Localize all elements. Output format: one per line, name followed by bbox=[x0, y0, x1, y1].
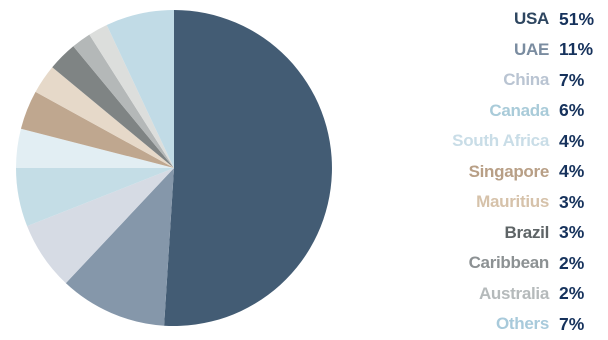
legend-label: USA bbox=[514, 9, 549, 29]
legend-value: 3% bbox=[559, 191, 585, 212]
legend-label: Brazil bbox=[504, 222, 550, 242]
legend-value: 7% bbox=[559, 313, 585, 334]
legend-item-others: Others 7% bbox=[400, 309, 605, 340]
pie-slice-canada bbox=[16, 168, 174, 227]
legend-item-singapore: Singapore 4% bbox=[400, 157, 605, 188]
pie-slice-uae bbox=[65, 168, 174, 326]
legend-value: 2% bbox=[559, 283, 585, 304]
legend-value: 4% bbox=[559, 130, 585, 151]
legend-label: China bbox=[503, 70, 549, 90]
legend-item-south-africa: South Africa 4% bbox=[400, 126, 605, 157]
legend-value: 7% bbox=[559, 69, 585, 90]
legend-item-china: China 7% bbox=[400, 65, 605, 96]
legend-label: UAE bbox=[514, 39, 549, 59]
pie-chart bbox=[16, 10, 332, 326]
legend-value: 6% bbox=[559, 100, 585, 121]
legend-value: 3% bbox=[559, 222, 585, 243]
legend-item-usa: USA 51% bbox=[400, 4, 605, 35]
legend-value: 4% bbox=[559, 161, 585, 182]
pie-slice-brazil bbox=[52, 46, 175, 169]
pie-slice-usa bbox=[164, 10, 332, 326]
legend-label: Caribbean bbox=[468, 253, 550, 273]
legend-item-australia: Australia 2% bbox=[400, 279, 605, 310]
pie-slice-south-africa bbox=[16, 128, 174, 168]
legend-item-brazil: Brazil 3% bbox=[400, 218, 605, 249]
pie-slice-australia bbox=[89, 25, 174, 168]
legend-label: Others bbox=[496, 314, 549, 334]
pie-slice-china bbox=[27, 168, 174, 284]
legend-item-uae: UAE 11% bbox=[400, 35, 605, 66]
legend-label: Australia bbox=[478, 283, 549, 303]
pie-slice-others bbox=[106, 10, 174, 168]
legend-item-mauritius: Mauritius 3% bbox=[400, 187, 605, 218]
legend-label: Canada bbox=[489, 100, 549, 120]
legend-label: Singapore bbox=[468, 161, 550, 181]
pie-slice-singapore bbox=[20, 91, 175, 168]
pie-slice-mauritius bbox=[35, 67, 174, 168]
legend-value: 51% bbox=[559, 8, 595, 29]
legend: USA 51% UAE 11% China 7% Canada 6% South Africa 4… bbox=[400, 4, 605, 340]
legend-label: Mauritius bbox=[476, 192, 549, 212]
legend-value: 11% bbox=[559, 39, 594, 60]
legend-item-caribbean: Caribbean 2% bbox=[400, 248, 605, 279]
pie-slice-caribbean bbox=[73, 34, 174, 168]
legend-item-canada: Canada 6% bbox=[400, 96, 605, 127]
legend-value: 2% bbox=[559, 252, 585, 273]
legend-label: South Africa bbox=[452, 131, 549, 151]
